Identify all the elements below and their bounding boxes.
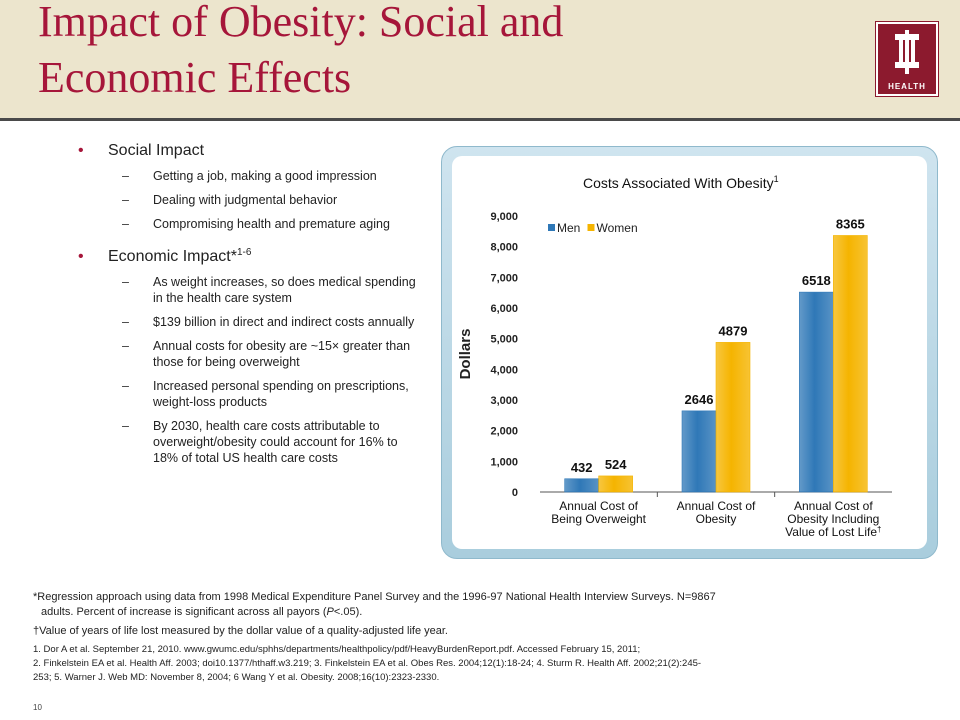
y-tick-label: 1,000	[490, 456, 518, 468]
bar-value-label: 524	[605, 457, 627, 472]
bar-chart: Costs Associated With Obesity1 0 1,000 2,00…	[457, 174, 892, 539]
y-tick-label: 9,000	[490, 211, 518, 223]
bar-women	[833, 235, 868, 493]
economic-item: By 2030, health care costs attributable …	[78, 418, 423, 466]
reference-line: 1. Dor A et al. September 21, 2010. www.…	[33, 644, 641, 655]
title-line-2: Economic Effects	[38, 53, 352, 102]
chart-title: Costs Associated With Obesity1	[583, 174, 779, 191]
economic-item: $139 billion in direct and indirect cost…	[78, 314, 423, 330]
y-tick-label: 7,000	[490, 272, 518, 284]
y-tick-label: 8,000	[490, 242, 518, 254]
y-tick-label: 0	[512, 487, 518, 499]
trident-icon	[895, 30, 919, 74]
bar-value-label: 2646	[685, 392, 714, 407]
economic-item: Increased personal spending on prescript…	[78, 378, 423, 410]
legend-label-women: Women	[597, 221, 638, 235]
legend-label-men: Men	[557, 221, 580, 235]
y-tick-label: 6,000	[490, 303, 518, 315]
footnote-value: †Value of years of life lost measured by…	[33, 625, 448, 637]
bar-value-label: 8365	[836, 216, 865, 231]
x-category-label: Annual Cost of	[559, 499, 638, 513]
economic-item: As weight increases, so does medical spe…	[78, 274, 423, 306]
social-item: Dealing with judgmental behavior	[78, 192, 423, 208]
bar-value-label: 4879	[719, 323, 748, 338]
bar-men	[799, 291, 834, 493]
bar-women	[715, 342, 751, 493]
references: 1. Dor A et al. September 21, 2010. www.…	[33, 643, 933, 685]
economic-item: Annual costs for obesity are ~15× greate…	[78, 338, 423, 370]
iu-health-logo: HEALTH	[875, 21, 939, 97]
logo-text: HEALTH	[888, 82, 926, 91]
bar-women	[598, 475, 633, 493]
y-tick-label: 4,000	[490, 364, 518, 376]
header-divider	[0, 118, 960, 121]
bullet-economic: Economic Impact*1-6	[78, 246, 423, 268]
bar-men	[681, 410, 717, 493]
economic-ref-sup: 1-6	[236, 247, 252, 258]
reference-line: 253; 5. Warner J. Web MD: November 8, 20…	[33, 672, 440, 683]
y-tick-label: 5,000	[490, 334, 518, 346]
footnote-regression-a: *Regression approach using data from 199…	[33, 591, 716, 603]
x-category-label: Value of Lost Life†	[785, 525, 881, 539]
title-line-1: Impact of Obesity: Social and	[38, 0, 564, 46]
bar-value-label: 432	[571, 460, 593, 475]
x-category-label: Obesity Including	[787, 512, 879, 526]
x-category-label: Annual Cost of	[794, 499, 873, 513]
page-number: 10	[33, 703, 42, 712]
y-tick-label: 3,000	[490, 395, 518, 407]
social-item: Getting a job, making a good impression	[78, 168, 423, 184]
x-category-label: Being Overweight	[551, 512, 646, 526]
y-tick-label: 2,000	[490, 426, 518, 438]
x-category-label: Annual Cost of	[677, 499, 756, 513]
social-item: Compromising health and premature aging	[78, 216, 423, 232]
y-axis-label: Dollars	[457, 329, 474, 380]
legend-swatch-men	[548, 224, 555, 231]
footnotes: *Regression approach using data from 199…	[33, 590, 933, 685]
x-category-label: Obesity	[696, 512, 737, 526]
bullet-social: Social Impact	[78, 140, 423, 162]
bar-value-label: 6518	[802, 273, 831, 288]
reference-line: 2. Finkelstein EA et al. Health Aff. 200…	[33, 658, 702, 669]
bullet-list: Social Impact Getting a job, making a go…	[78, 140, 423, 474]
footnote-regression-b: adults. Percent of increase is significa…	[41, 606, 363, 618]
slide-title: Impact of Obesity: Social and Economic E…	[38, 0, 838, 106]
header-band	[0, 0, 960, 118]
legend-swatch-women	[587, 224, 595, 231]
bar-men	[564, 478, 599, 493]
